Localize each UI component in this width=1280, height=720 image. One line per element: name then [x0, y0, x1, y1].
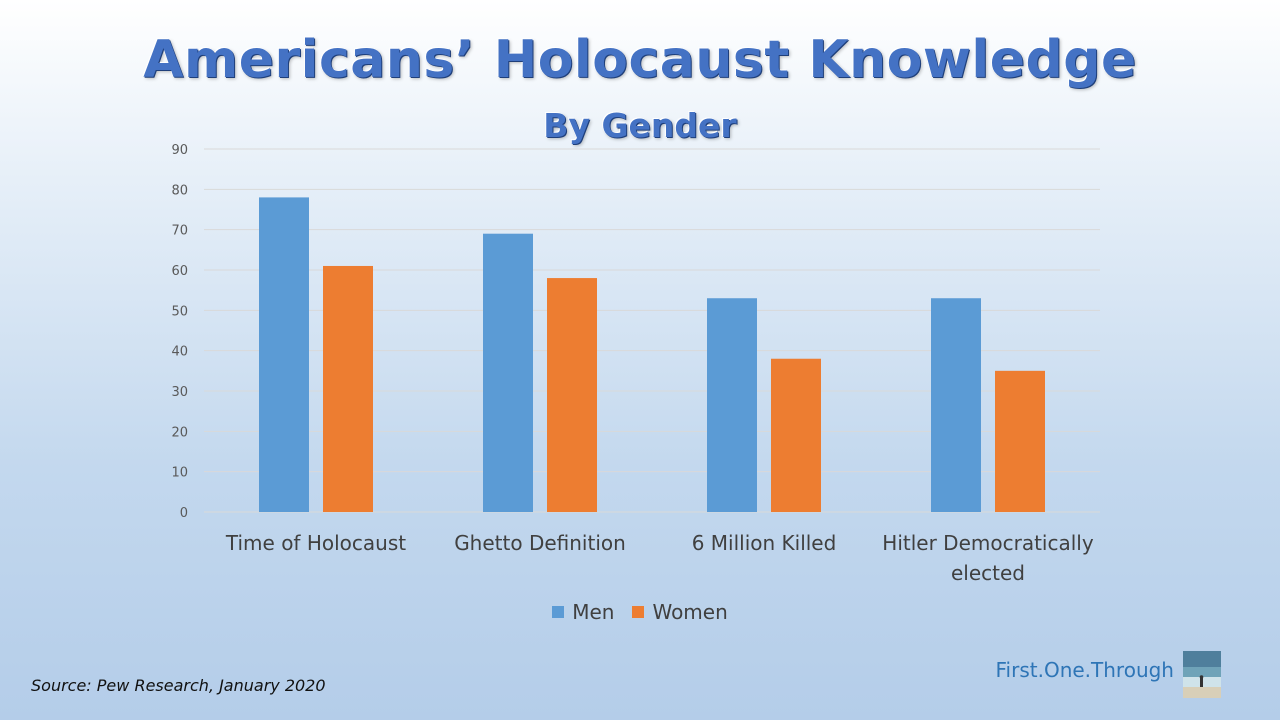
bar-men-0 [259, 197, 309, 512]
bar-men-2 [707, 298, 757, 512]
legend: Men Women [0, 600, 1280, 624]
legend-swatch-women [632, 606, 645, 618]
brand-name: First.One.Through [995, 658, 1175, 682]
legend-item-women: Women [632, 600, 728, 624]
source-note: Source: Pew Research, January 2020 [31, 676, 326, 695]
category-label: elected [951, 561, 1025, 585]
y-tick-label: 10 [171, 466, 188, 481]
category-label: Ghetto Definition [454, 531, 626, 555]
y-tick-label: 80 [171, 183, 188, 198]
y-tick-label: 70 [171, 224, 188, 239]
y-tick-label: 90 [171, 143, 188, 158]
y-tick-label: 60 [171, 264, 188, 279]
y-tick-label: 50 [171, 304, 188, 319]
category-label: Time of Holocaust [225, 531, 406, 555]
legend-item-men: Men [552, 600, 614, 624]
bars [259, 197, 1045, 512]
brand-beach-photo-icon [1183, 651, 1221, 698]
y-tick-label: 30 [171, 385, 188, 400]
legend-swatch-men [552, 606, 565, 618]
bar-women-3 [995, 370, 1045, 512]
bar-men-1 [483, 233, 533, 512]
category-labels: Time of Holocaust Ghetto Definition 6 Mill… [225, 531, 1094, 585]
slide-title: Americans’ Holocaust Knowledge [143, 30, 1137, 90]
y-axis-ticks: 0 10 20 30 40 50 60 70 80 90 [171, 143, 188, 521]
slide-subtitle: By Gender [543, 106, 737, 145]
bar-women-1 [547, 278, 597, 512]
bar-women-0 [323, 265, 373, 512]
category-label: 6 Million Killed [692, 531, 837, 555]
y-tick-label: 0 [180, 506, 188, 521]
bar-chart: 0 10 20 30 40 50 60 70 80 90 Time of Holocaust Ghe… [171, 143, 1100, 585]
legend-label-men: Men [572, 600, 615, 624]
bar-women-2 [771, 358, 821, 512]
legend-label-women: Women [652, 600, 728, 624]
y-tick-label: 40 [171, 345, 188, 360]
bar-men-3 [931, 298, 981, 512]
y-tick-label: 20 [171, 425, 188, 440]
category-label: Hitler Democratically [882, 531, 1094, 555]
